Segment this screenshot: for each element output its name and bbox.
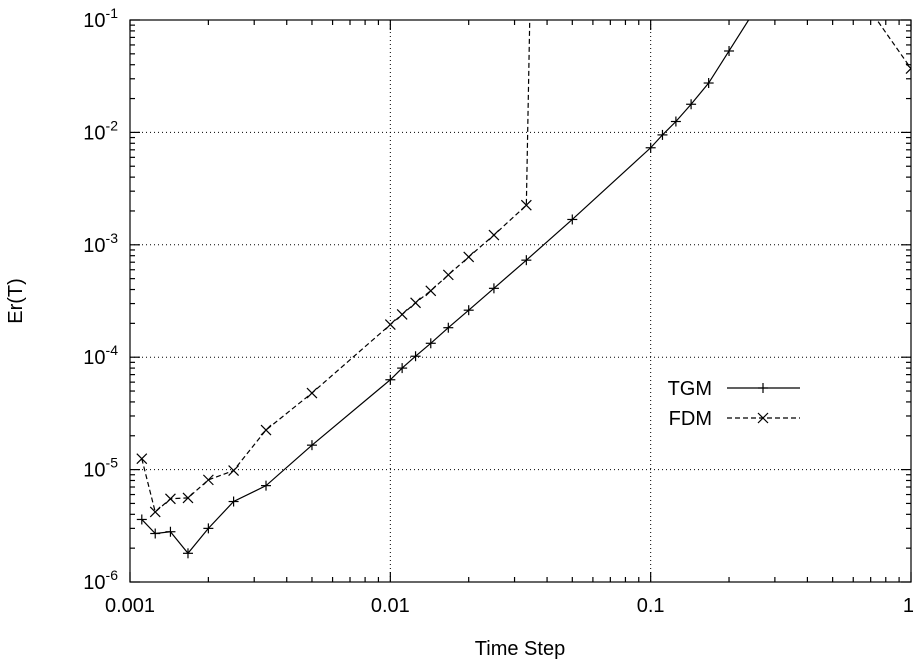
y-tick-label: 10-4 — [83, 342, 118, 369]
data-point-fdm — [260, 424, 272, 436]
data-point-fdm — [306, 387, 318, 399]
data-point-tgm — [150, 528, 161, 539]
data-point-fdm — [396, 309, 408, 320]
data-point-fdm — [136, 453, 148, 465]
data-point-tgm — [567, 214, 578, 225]
data-point-tgm — [443, 322, 454, 333]
data-point-tgm — [425, 338, 436, 349]
data-point-tgm — [228, 496, 239, 507]
x-tick-labels: 0.001 0.01 0.1 1 — [105, 595, 914, 617]
data-point-tgm — [203, 523, 214, 534]
data-point-fdm — [384, 319, 396, 331]
data-point-fdm — [165, 493, 176, 505]
legend-label-tgm: TGM — [668, 378, 712, 400]
y-tick-exponent: -3 — [106, 230, 119, 246]
y-tick-exponent: -1 — [106, 5, 119, 21]
data-point-tgm — [703, 78, 714, 89]
y-tick-base: 10 — [83, 122, 105, 144]
series-line-tgm — [141, 20, 750, 555]
data-point-tgm — [136, 514, 147, 525]
data-point-tgm — [645, 142, 656, 153]
y-tick-base: 10 — [83, 347, 105, 369]
legend-marker-fdm — [757, 412, 769, 424]
data-point-tgm — [261, 480, 272, 491]
data-point-fdm — [410, 297, 421, 309]
data-point-fdm — [425, 285, 437, 297]
data-point-tgm — [686, 99, 697, 110]
legend: TGM FDM — [668, 378, 800, 430]
data-point-fdm — [149, 506, 161, 518]
y-tick-base: 10 — [83, 572, 105, 594]
data-point-fdm — [520, 199, 532, 211]
data-point-tgm — [306, 440, 317, 451]
x-tick-label: 0.01 — [371, 595, 410, 617]
data-point-tgm — [182, 548, 193, 559]
y-tick-base: 10 — [83, 460, 105, 482]
x-tick-label: 0.1 — [637, 595, 665, 617]
y-tick-labels: 10-610-510-410-310-210-1 — [83, 5, 118, 594]
y-tick-base: 10 — [83, 235, 105, 257]
y-tick-exponent: -6 — [106, 567, 119, 583]
data-point-tgm — [463, 305, 474, 316]
data-point-fdm — [488, 229, 500, 241]
y-tick-label: 10-1 — [83, 5, 118, 32]
y-axis-label: Er(T) — [5, 278, 27, 324]
data-point-fdm — [202, 474, 214, 486]
axis-ticks — [129, 19, 912, 583]
y-tick-label: 10-2 — [83, 117, 118, 144]
data-point-tgm — [165, 526, 176, 537]
legend-label-fdm: FDM — [669, 408, 712, 430]
y-tick-label: 10-6 — [83, 567, 118, 594]
data-point-tgm — [670, 116, 681, 127]
data-point-tgm — [488, 283, 499, 294]
data-point-tgm — [397, 363, 408, 374]
x-tick-label: 0.001 — [105, 595, 155, 617]
y-tick-label: 10-5 — [83, 455, 118, 482]
grid-lines — [130, 20, 911, 582]
data-point-fdm — [228, 465, 240, 477]
y-tick-label: 10-3 — [83, 230, 118, 257]
series-layer — [136, 20, 911, 559]
y-tick-exponent: -4 — [106, 342, 119, 358]
data-point-fdm — [442, 269, 454, 281]
data-point-fdm — [463, 251, 475, 263]
data-point-tgm — [657, 129, 668, 140]
data-point-tgm — [385, 374, 396, 385]
x-axis-label: Time Step — [475, 638, 565, 660]
data-point-tgm — [521, 255, 532, 266]
data-point-fdm — [182, 492, 194, 504]
data-point-tgm — [724, 45, 735, 56]
y-tick-exponent: -2 — [106, 117, 119, 133]
x-tick-label: 1 — [903, 595, 914, 617]
data-point-fdm — [905, 63, 911, 74]
y-tick-exponent: -5 — [106, 455, 119, 471]
data-point-tgm — [410, 351, 421, 362]
y-tick-base: 10 — [83, 10, 105, 32]
legend-marker-tgm — [758, 383, 768, 393]
plot-frame — [129, 19, 912, 583]
